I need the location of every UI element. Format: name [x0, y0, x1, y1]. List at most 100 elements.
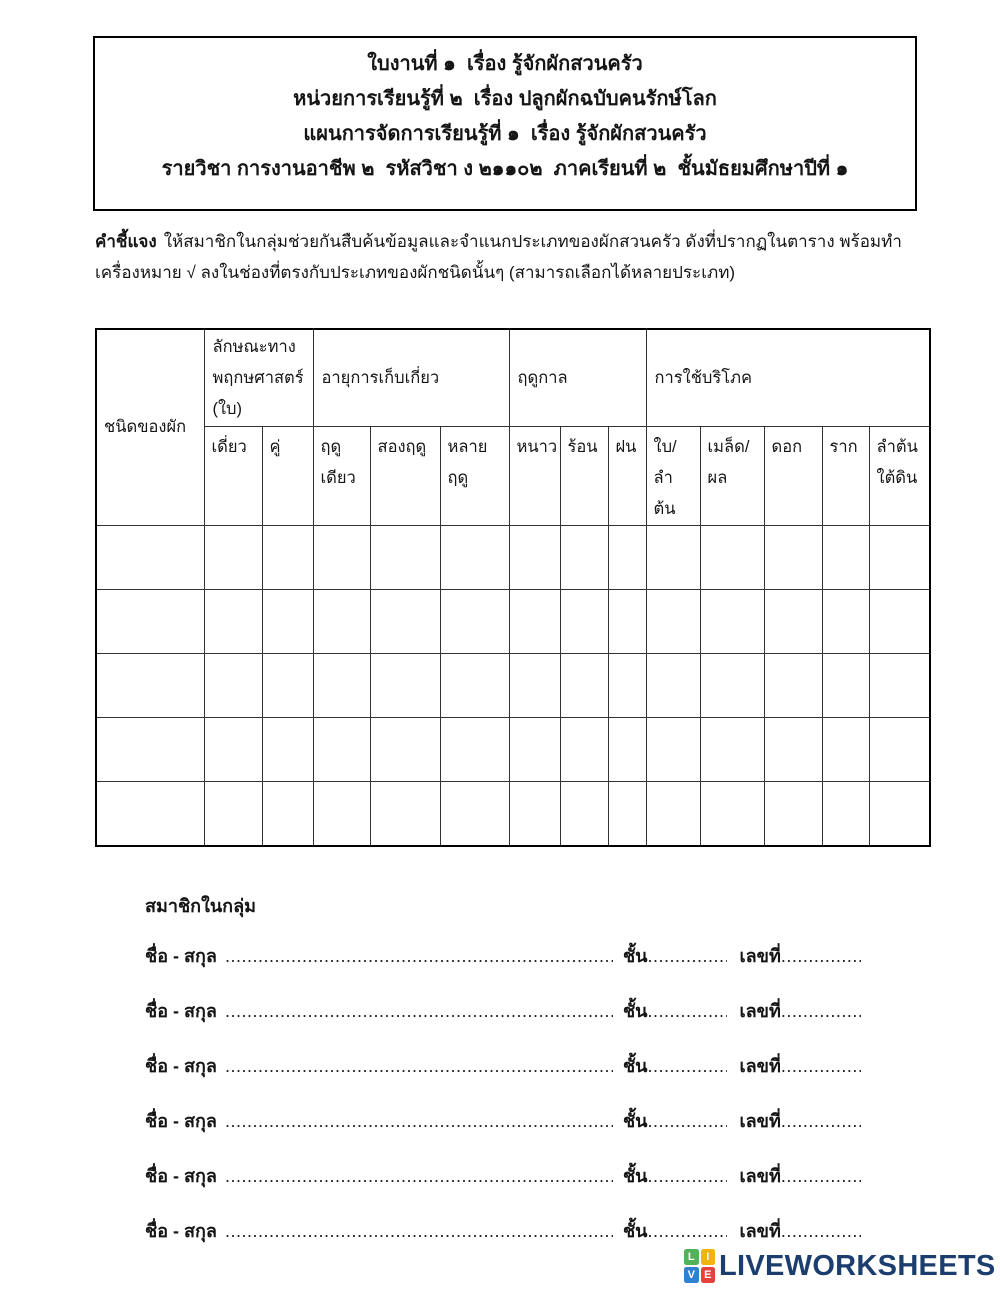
number-blank[interactable]: ....................................: [780, 1111, 861, 1131]
answer-cell[interactable]: [261, 717, 314, 782]
vegetable-name-cell[interactable]: [95, 589, 205, 654]
column-header-summer: ร้อน: [559, 426, 609, 526]
answer-cell[interactable]: [369, 589, 441, 654]
answer-cell[interactable]: [699, 589, 765, 654]
learning-unit-line: หน่วยการเรียนรู้ที่ ๒ เรื่อง ปลูกผักฉบับ…: [293, 88, 717, 110]
answer-cell[interactable]: [699, 717, 765, 782]
answer-cell[interactable]: [312, 781, 371, 846]
instructions-text: ให้สมาชิกในกลุ่มช่วยกันสืบค้นข้อมูลและจำ…: [95, 232, 902, 282]
vegetable-name-cell[interactable]: [95, 653, 205, 718]
answer-cell[interactable]: [645, 717, 701, 782]
answer-cell[interactable]: [312, 525, 371, 590]
name-blank[interactable]: ........................................…: [224, 1166, 613, 1186]
class-blank[interactable]: ....................................: [647, 1166, 727, 1186]
answer-cell[interactable]: [821, 717, 870, 782]
vegetable-name-cell[interactable]: [95, 781, 205, 846]
answer-cell[interactable]: [607, 717, 647, 782]
answer-cell[interactable]: [763, 717, 823, 782]
answer-cell[interactable]: [607, 653, 647, 718]
answer-cell[interactable]: [559, 717, 609, 782]
column-header-two-seasons: สองฤดู: [369, 426, 441, 526]
answer-cell[interactable]: [312, 717, 371, 782]
answer-cell[interactable]: [763, 589, 823, 654]
answer-cell[interactable]: [868, 589, 931, 654]
answer-cell[interactable]: [203, 781, 263, 846]
answer-cell[interactable]: [699, 525, 765, 590]
answer-cell[interactable]: [645, 589, 701, 654]
number-blank[interactable]: ....................................: [780, 1221, 861, 1241]
answer-cell[interactable]: [699, 781, 765, 846]
vegetable-name-cell[interactable]: [95, 717, 205, 782]
answer-cell[interactable]: [821, 781, 870, 846]
answer-cell[interactable]: [645, 781, 701, 846]
answer-cell[interactable]: [607, 525, 647, 590]
number-blank[interactable]: ....................................: [780, 1056, 861, 1076]
number-blank[interactable]: ....................................: [780, 1166, 861, 1186]
vegetable-name-cell[interactable]: [95, 525, 205, 590]
class-blank[interactable]: ....................................: [647, 1221, 727, 1241]
answer-cell[interactable]: [439, 525, 510, 590]
answer-cell[interactable]: [868, 653, 931, 718]
answer-cell[interactable]: [868, 781, 931, 846]
answer-cell[interactable]: [508, 525, 561, 590]
answer-cell[interactable]: [821, 525, 870, 590]
answer-cell[interactable]: [261, 653, 314, 718]
answer-cell[interactable]: [203, 717, 263, 782]
name-label: ชื่อ - สกุล: [145, 1056, 217, 1076]
answer-cell[interactable]: [261, 589, 314, 654]
answer-cell[interactable]: [607, 589, 647, 654]
answer-cell[interactable]: [607, 781, 647, 846]
answer-cell[interactable]: [508, 781, 561, 846]
answer-cell[interactable]: [369, 781, 441, 846]
answer-cell[interactable]: [508, 717, 561, 782]
answer-cell[interactable]: [559, 781, 609, 846]
member-lines: ชื่อ - สกุล.............................…: [145, 941, 865, 1271]
name-blank[interactable]: ........................................…: [224, 1056, 613, 1076]
class-blank[interactable]: ....................................: [647, 1056, 727, 1076]
liveworksheets-logo[interactable]: L I V E LIVEWORKSHEETS: [684, 1249, 996, 1283]
column-header-paired-leaf: คู่: [261, 426, 314, 526]
name-blank[interactable]: ........................................…: [224, 946, 613, 966]
answer-cell[interactable]: [821, 589, 870, 654]
answer-cell[interactable]: [868, 717, 931, 782]
answer-cell[interactable]: [312, 589, 371, 654]
answer-cell[interactable]: [868, 525, 931, 590]
answer-cell[interactable]: [203, 653, 263, 718]
answer-cell[interactable]: [763, 525, 823, 590]
number-blank[interactable]: ....................................: [780, 1001, 861, 1021]
answer-cell[interactable]: [369, 717, 441, 782]
answer-cell[interactable]: [763, 781, 823, 846]
class-blank[interactable]: ....................................: [647, 946, 727, 966]
answer-cell[interactable]: [439, 589, 510, 654]
answer-cell[interactable]: [439, 717, 510, 782]
number-blank[interactable]: ....................................: [780, 946, 861, 966]
answer-cell[interactable]: [369, 525, 441, 590]
answer-cell[interactable]: [203, 525, 263, 590]
name-blank[interactable]: ........................................…: [224, 1111, 613, 1131]
answer-cell[interactable]: [699, 653, 765, 718]
name-label: ชื่อ - สกุล: [145, 946, 217, 966]
answer-cell[interactable]: [763, 653, 823, 718]
answer-cell[interactable]: [312, 653, 371, 718]
answer-cell[interactable]: [261, 525, 314, 590]
answer-cell[interactable]: [559, 589, 609, 654]
answer-cell[interactable]: [508, 589, 561, 654]
name-blank[interactable]: ........................................…: [224, 1001, 613, 1021]
answer-cell[interactable]: [559, 653, 609, 718]
answer-cell[interactable]: [559, 525, 609, 590]
logo-square-v: V: [684, 1267, 699, 1283]
answer-cell[interactable]: [645, 525, 701, 590]
answer-cell[interactable]: [439, 781, 510, 846]
answer-cell[interactable]: [508, 653, 561, 718]
answer-cell[interactable]: [203, 589, 263, 654]
answer-cell[interactable]: [645, 653, 701, 718]
class-blank[interactable]: ....................................: [647, 1001, 727, 1021]
class-blank[interactable]: ....................................: [647, 1111, 727, 1131]
answer-cell[interactable]: [261, 781, 314, 846]
name-blank[interactable]: ........................................…: [224, 1221, 613, 1241]
answer-cell[interactable]: [439, 653, 510, 718]
number-label: เลขที่: [739, 1056, 781, 1076]
logo-square-l: L: [684, 1249, 699, 1265]
answer-cell[interactable]: [369, 653, 441, 718]
answer-cell[interactable]: [821, 653, 870, 718]
